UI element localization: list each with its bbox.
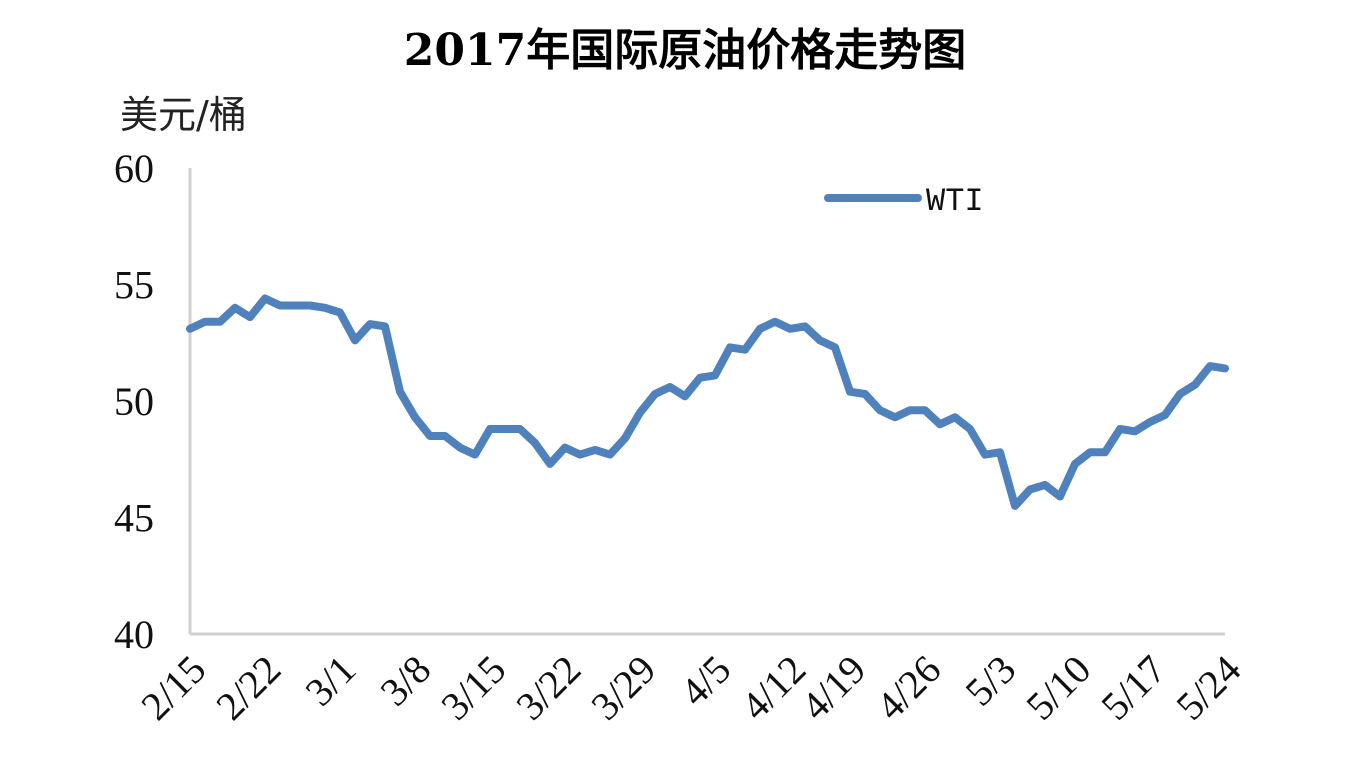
y-tick-label: 55 xyxy=(114,263,154,308)
x-tick-label: 4/19 xyxy=(792,647,874,729)
x-tick-label: 3/8 xyxy=(371,647,439,715)
x-tick-label: 4/26 xyxy=(867,647,949,729)
y-tick-label: 45 xyxy=(114,496,154,541)
legend-label-wti: WTI xyxy=(926,183,984,220)
y-tick-labels: 40 45 50 55 60 xyxy=(114,146,154,657)
x-tick-label: 5/3 xyxy=(956,647,1024,715)
axes xyxy=(188,168,1225,636)
x-tick-labels: 2/152/22 3/1 3/83/153/223/29 4/54/124/194/2… xyxy=(132,647,1249,729)
y-axis-unit-label: 美元/桶 xyxy=(120,93,247,137)
x-tick-label: 2/22 xyxy=(207,647,289,729)
x-tick-label: 3/22 xyxy=(507,647,589,729)
x-tick-label: 3/1 xyxy=(296,647,364,715)
x-tick-label: 4/5 xyxy=(671,647,739,715)
x-tick-label: 5/17 xyxy=(1092,647,1174,729)
x-tick-label: 3/15 xyxy=(432,647,514,729)
series-line-wti xyxy=(186,294,1229,510)
y-tick-label: 50 xyxy=(114,379,154,424)
y-tick-label: 60 xyxy=(114,146,154,191)
x-tick-label: 2/15 xyxy=(132,647,214,729)
x-tick-label: 3/29 xyxy=(582,647,664,729)
x-tick-label: 5/10 xyxy=(1017,647,1099,729)
y-tick-label: 40 xyxy=(114,612,154,657)
series-layer xyxy=(186,294,1229,510)
x-tick-label: 5/24 xyxy=(1167,647,1249,729)
legend: WTI xyxy=(824,183,984,220)
chart-title: 2017年国际原油价格走势图 xyxy=(403,25,967,76)
